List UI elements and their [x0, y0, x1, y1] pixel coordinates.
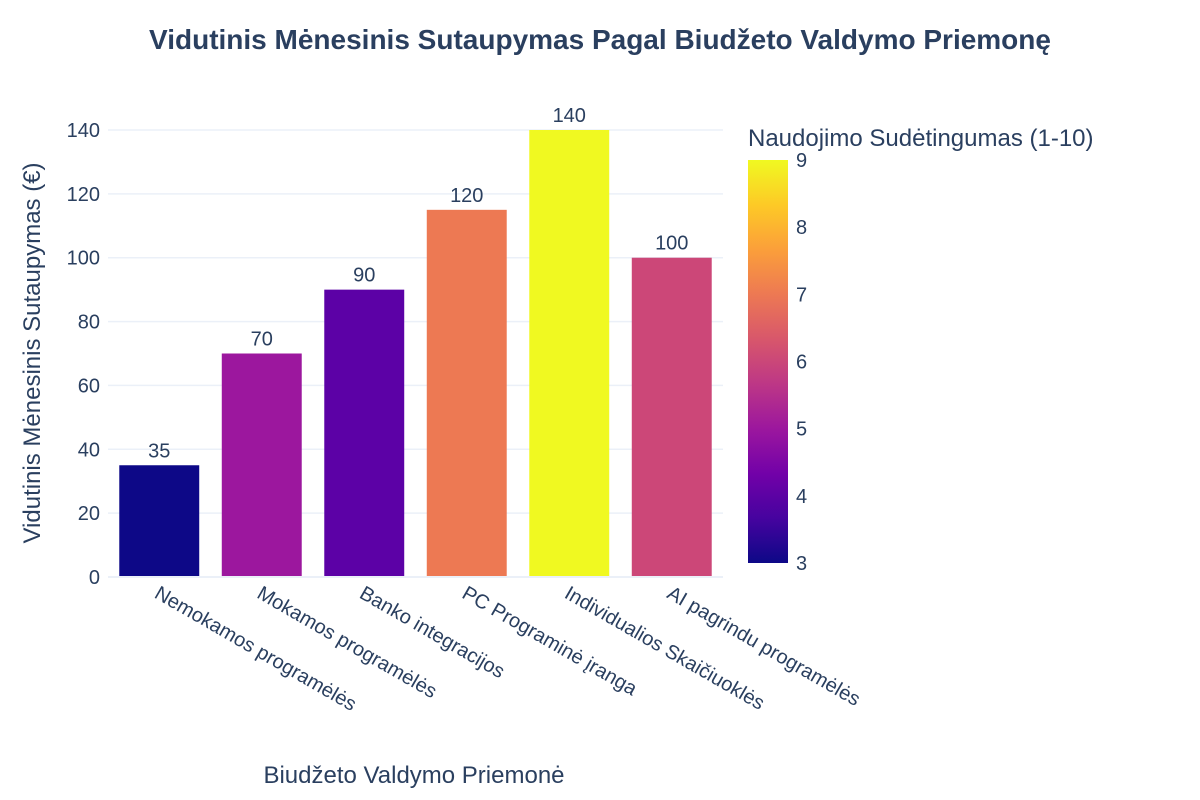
bar[interactable] [631, 257, 712, 577]
y-tick-label: 0 [89, 567, 100, 589]
bar-value-label: 120 [450, 185, 483, 207]
bar-value-label: 90 [353, 265, 375, 287]
x-axis-title: Biudžeto Valdymo Priemonė [263, 762, 564, 789]
x-tick-label: Mokamos programėlės [253, 582, 440, 703]
bar[interactable] [529, 130, 610, 577]
colorbar-tick-label: 9 [796, 150, 807, 172]
colorbar-tick-label: 3 [796, 553, 807, 575]
y-tick-label: 100 [67, 248, 100, 270]
y-tick-label: 80 [78, 312, 100, 334]
bars: 35 70 90 120 140 100 [119, 105, 712, 578]
colorbar-tick-label: 6 [796, 352, 807, 374]
bar-value-label: 140 [553, 105, 586, 127]
y-tick-label: 40 [78, 439, 100, 461]
colorbar-gradient [748, 160, 788, 563]
bar[interactable] [324, 289, 405, 577]
x-tick-label: Individualios Skaičiuoklės [561, 582, 768, 714]
colorbar-title: Naudojimo Sudėtingumas (1-10) [748, 125, 1094, 152]
colorbar-tick-label: 5 [796, 419, 807, 441]
y-tick-label: 120 [67, 184, 100, 206]
bar[interactable] [119, 465, 200, 577]
y-tick-label: 20 [78, 503, 100, 525]
x-tick-label: AI pagrindu programėlės [663, 582, 864, 711]
gridlines [108, 129, 723, 514]
x-tick-label: PC Programinė įranga [458, 582, 641, 700]
y-tick-label: 60 [78, 375, 100, 397]
bar-value-label: 70 [251, 329, 273, 351]
colorbar-tick-label: 4 [796, 486, 807, 508]
bar-value-label: 35 [148, 440, 170, 462]
colorbar-ticks: 3 4 5 6 7 8 9 [796, 150, 807, 575]
bar-value-label: 100 [655, 233, 688, 255]
chart-title: Vidutinis Mėnesinis Sutaupymas Pagal Biu… [149, 24, 1051, 55]
bar[interactable] [426, 209, 507, 578]
colorbar-tick-label: 8 [796, 217, 807, 239]
bar[interactable] [221, 353, 302, 578]
colorbar: Naudojimo Sudėtingumas (1-10) 3 4 5 6 7 8 9 [748, 125, 1094, 575]
y-axis-title: Vidutinis Mėnesinis Sutaupymas (€) [19, 162, 46, 543]
y-axis-ticks: 0 20 40 60 80 100 120 140 [67, 120, 100, 589]
y-tick-label: 140 [67, 120, 100, 142]
colorbar-tick-label: 7 [796, 284, 807, 306]
